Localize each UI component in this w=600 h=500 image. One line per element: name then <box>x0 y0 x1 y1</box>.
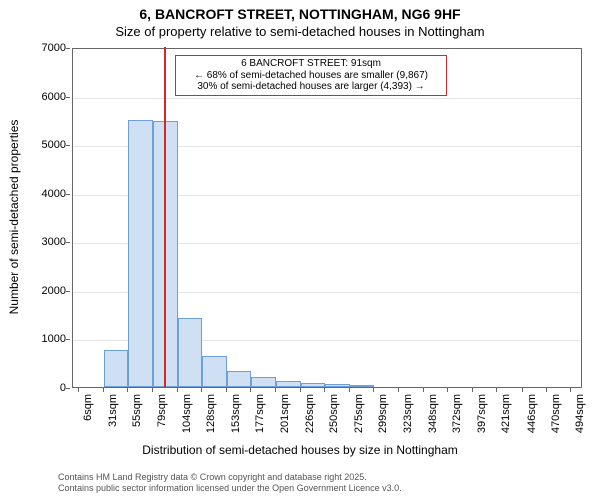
x-tick-mark <box>324 388 325 392</box>
histogram-bar <box>104 350 128 387</box>
y-tick-label: 2000 <box>30 285 66 297</box>
x-tick-label: 494sqm <box>574 394 586 444</box>
histogram-bar <box>276 381 301 387</box>
annotation-line2: ← 68% of semi-detached houses are smalle… <box>180 70 442 82</box>
x-tick-label: 177sqm <box>254 394 266 444</box>
x-tick-mark <box>226 388 227 392</box>
y-tick-label: 3000 <box>30 236 66 248</box>
annotation-box: 6 BANCROFT STREET: 91sqm ← 68% of semi-d… <box>175 55 447 96</box>
x-tick-label: 421sqm <box>500 394 512 444</box>
x-tick-mark <box>349 388 350 392</box>
histogram-bar <box>128 120 152 387</box>
histogram-bar <box>202 356 227 387</box>
y-tick-label: 4000 <box>30 188 66 200</box>
y-tick-label: 0 <box>30 382 66 394</box>
y-tick-label: 1000 <box>30 333 66 345</box>
x-axis-label: Distribution of semi-detached houses by … <box>0 443 600 457</box>
x-tick-mark <box>522 388 523 392</box>
x-tick-mark <box>177 388 178 392</box>
x-tick-mark <box>472 388 473 392</box>
x-tick-mark <box>250 388 251 392</box>
x-tick-mark <box>300 388 301 392</box>
annotation-line3: 30% of semi-detached houses are larger (… <box>180 81 442 93</box>
x-tick-mark <box>78 388 79 392</box>
x-tick-label: 153sqm <box>230 394 242 444</box>
x-tick-mark <box>275 388 276 392</box>
x-tick-mark <box>546 388 547 392</box>
x-tick-label: 446sqm <box>526 394 538 444</box>
x-tick-label: 104sqm <box>181 394 193 444</box>
x-tick-mark <box>398 388 399 392</box>
footer-line1: Contains HM Land Registry data © Crown c… <box>58 472 402 483</box>
x-tick-label: 397sqm <box>476 394 488 444</box>
x-tick-mark <box>447 388 448 392</box>
marker-vline <box>164 47 166 387</box>
x-tick-label: 6sqm <box>82 394 94 444</box>
x-tick-label: 31sqm <box>107 394 119 444</box>
x-tick-mark <box>496 388 497 392</box>
x-tick-label: 323sqm <box>402 394 414 444</box>
x-tick-label: 250sqm <box>328 394 340 444</box>
chart-title-line1: 6, BANCROFT STREET, NOTTINGHAM, NG6 9HF <box>0 6 600 22</box>
x-tick-label: 275sqm <box>353 394 365 444</box>
y-tick-label: 7000 <box>30 42 66 54</box>
x-tick-mark <box>373 388 374 392</box>
x-tick-label: 55sqm <box>131 394 143 444</box>
chart-title-line2: Size of property relative to semi-detach… <box>0 24 600 39</box>
x-tick-label: 299sqm <box>377 394 389 444</box>
footer-text: Contains HM Land Registry data © Crown c… <box>58 472 402 494</box>
y-tick-label: 6000 <box>30 91 66 103</box>
x-tick-label: 372sqm <box>451 394 463 444</box>
histogram-bar <box>227 371 251 387</box>
y-tick-label: 5000 <box>30 139 66 151</box>
x-tick-mark <box>570 388 571 392</box>
x-tick-label: 128sqm <box>205 394 217 444</box>
x-tick-label: 226sqm <box>304 394 316 444</box>
plot-area <box>72 48 582 388</box>
x-tick-mark <box>201 388 202 392</box>
histogram-bar <box>251 377 275 387</box>
annotation-line1: 6 BANCROFT STREET: 91sqm <box>180 58 442 70</box>
y-axis-label: Number of semi-detached properties <box>7 117 21 317</box>
histogram-bar <box>350 385 374 387</box>
x-tick-mark <box>127 388 128 392</box>
x-tick-mark <box>423 388 424 392</box>
x-tick-mark <box>103 388 104 392</box>
chart-container: 6, BANCROFT STREET, NOTTINGHAM, NG6 9HF … <box>0 0 600 500</box>
x-tick-label: 201sqm <box>279 394 291 444</box>
footer-line2: Contains public sector information licen… <box>58 483 402 494</box>
x-tick-label: 79sqm <box>156 394 168 444</box>
x-tick-label: 470sqm <box>550 394 562 444</box>
x-tick-label: 348sqm <box>427 394 439 444</box>
x-tick-mark <box>152 388 153 392</box>
histogram-bar <box>325 384 350 387</box>
gridline-h <box>73 98 581 99</box>
histogram-bar <box>178 318 202 387</box>
histogram-bar <box>301 383 325 387</box>
